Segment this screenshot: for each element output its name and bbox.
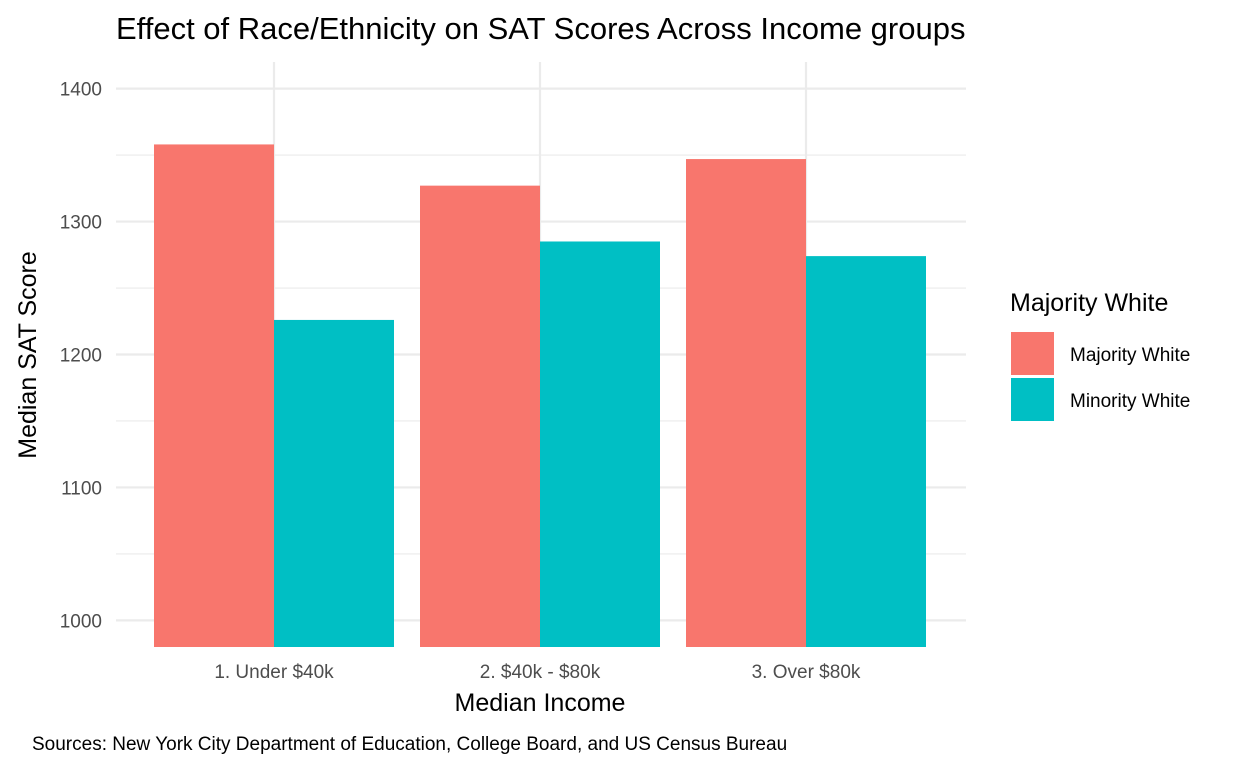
bars <box>154 144 926 648</box>
chart-caption: Sources: New York City Department of Edu… <box>32 734 787 755</box>
legend-label: Minority White <box>1070 391 1190 412</box>
x-axis-ticks: 1. Under $40k 2. $40k - $80k 3. Over $80k <box>214 662 861 683</box>
bar <box>420 185 540 648</box>
bar <box>540 241 660 647</box>
y-tick-label: 1000 <box>60 611 102 632</box>
bar <box>686 159 806 647</box>
chart-title: Effect of Race/Ethnicity on SAT Scores A… <box>116 11 965 46</box>
x-axis-title: Median Income <box>455 689 626 717</box>
bar <box>806 256 926 647</box>
x-tick-label: 3. Over $80k <box>752 662 861 683</box>
y-tick-label: 1300 <box>60 213 102 234</box>
y-tick-label: 1200 <box>60 346 102 367</box>
bar <box>274 319 394 647</box>
legend-key <box>1011 378 1054 421</box>
legend-title: Majority White <box>1010 289 1168 317</box>
legend: Majority White Majority White Minority Wh… <box>1010 289 1190 421</box>
y-axis-ticks: 1000 1100 1200 1300 1400 <box>60 80 102 633</box>
y-tick-label: 1100 <box>61 478 102 499</box>
y-tick-label: 1400 <box>60 80 102 101</box>
y-axis-title: Median SAT Score <box>14 251 42 459</box>
x-tick-label: 2. $40k - $80k <box>480 662 601 683</box>
legend-label: Majority White <box>1070 345 1190 366</box>
x-tick-label: 1. Under $40k <box>214 662 334 683</box>
bar <box>154 144 274 647</box>
legend-key <box>1011 332 1054 375</box>
